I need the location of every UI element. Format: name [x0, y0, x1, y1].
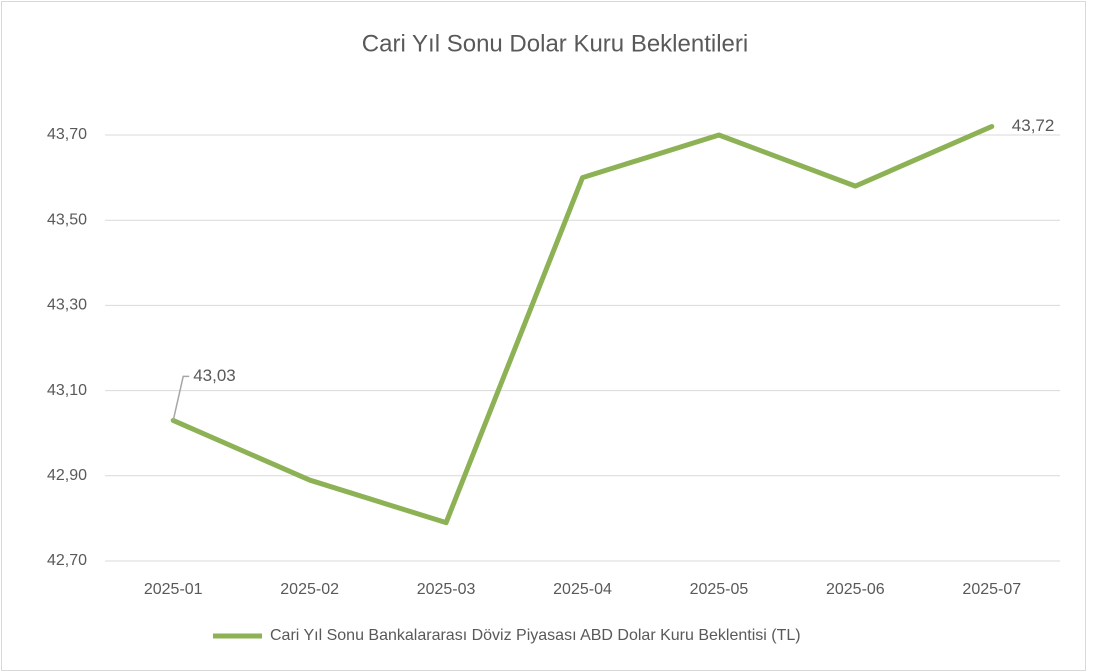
x-tick-label: 2025-01	[144, 581, 203, 598]
chart-border	[1, 1, 1086, 671]
x-tick-label: 2025-04	[553, 581, 612, 598]
y-tick-label: 43,50	[47, 211, 87, 228]
x-tick-label: 2025-03	[417, 581, 476, 598]
y-tick-label: 43,10	[47, 382, 87, 399]
y-tick-label: 42,90	[47, 467, 87, 484]
x-tick-label: 2025-02	[280, 581, 339, 598]
legend-label: Cari Yıl Sonu Bankalararası Döviz Piyasa…	[270, 627, 801, 644]
chart-title: Cari Yıl Sonu Dolar Kuru Beklentileri	[362, 30, 748, 57]
y-tick-label: 42,70	[47, 552, 87, 569]
x-tick-label: 2025-05	[690, 581, 749, 598]
data-line	[170, 123, 995, 526]
y-tick-label: 43,30	[47, 297, 87, 314]
y-tick-label: 43,70	[47, 126, 87, 143]
leader-line	[172, 375, 190, 421]
data-label: 43,03	[193, 366, 236, 385]
data-label: 43,72	[1012, 116, 1055, 135]
x-tick-label: 2025-06	[826, 581, 885, 598]
x-tick-label: 2025-07	[962, 581, 1021, 598]
